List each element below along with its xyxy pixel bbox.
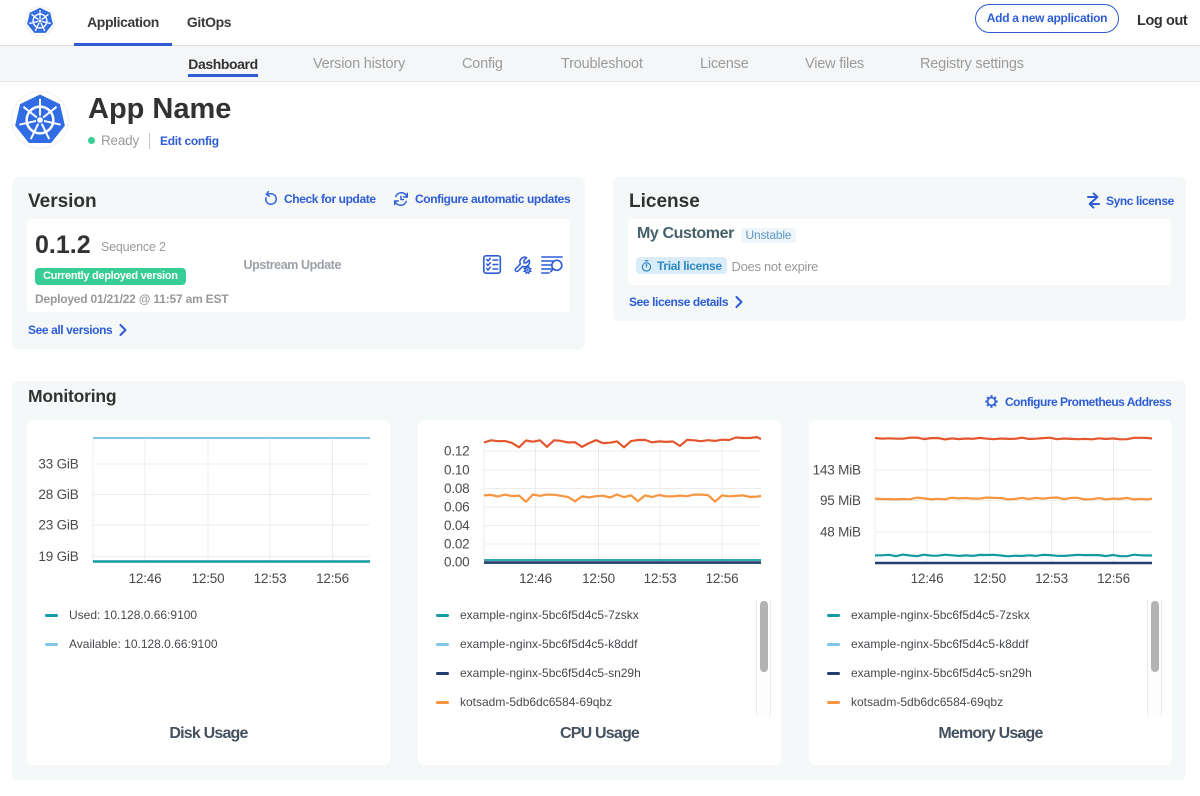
svg-text:23 GiB: 23 GiB — [38, 518, 78, 533]
svg-text:12:56: 12:56 — [1097, 571, 1130, 586]
svg-text:12:56: 12:56 — [316, 571, 349, 586]
svg-text:19 GiB: 19 GiB — [38, 549, 78, 564]
svg-text:0.00: 0.00 — [444, 555, 469, 570]
svg-text:12:53: 12:53 — [1035, 571, 1068, 586]
svg-text:0.06: 0.06 — [444, 500, 469, 515]
svg-text:48 MiB: 48 MiB — [820, 525, 861, 540]
svg-text:0.12: 0.12 — [444, 444, 469, 459]
svg-text:12:50: 12:50 — [973, 571, 1006, 586]
svg-text:12:56: 12:56 — [706, 571, 739, 586]
svg-text:33 GiB: 33 GiB — [38, 457, 78, 472]
svg-text:12:53: 12:53 — [254, 571, 287, 586]
svg-text:0.04: 0.04 — [444, 518, 470, 533]
svg-text:28 GiB: 28 GiB — [38, 487, 78, 502]
svg-text:12:46: 12:46 — [911, 571, 944, 586]
svg-text:143 MiB: 143 MiB — [813, 463, 861, 478]
svg-text:12:53: 12:53 — [644, 571, 677, 586]
svg-text:0.10: 0.10 — [444, 463, 469, 478]
svg-text:12:50: 12:50 — [192, 571, 225, 586]
svg-text:0.02: 0.02 — [444, 537, 469, 552]
svg-text:12:50: 12:50 — [582, 571, 615, 586]
svg-text:95 MiB: 95 MiB — [820, 493, 861, 508]
svg-text:0.08: 0.08 — [444, 481, 469, 496]
svg-text:12:46: 12:46 — [129, 571, 162, 586]
svg-text:12:46: 12:46 — [519, 571, 552, 586]
